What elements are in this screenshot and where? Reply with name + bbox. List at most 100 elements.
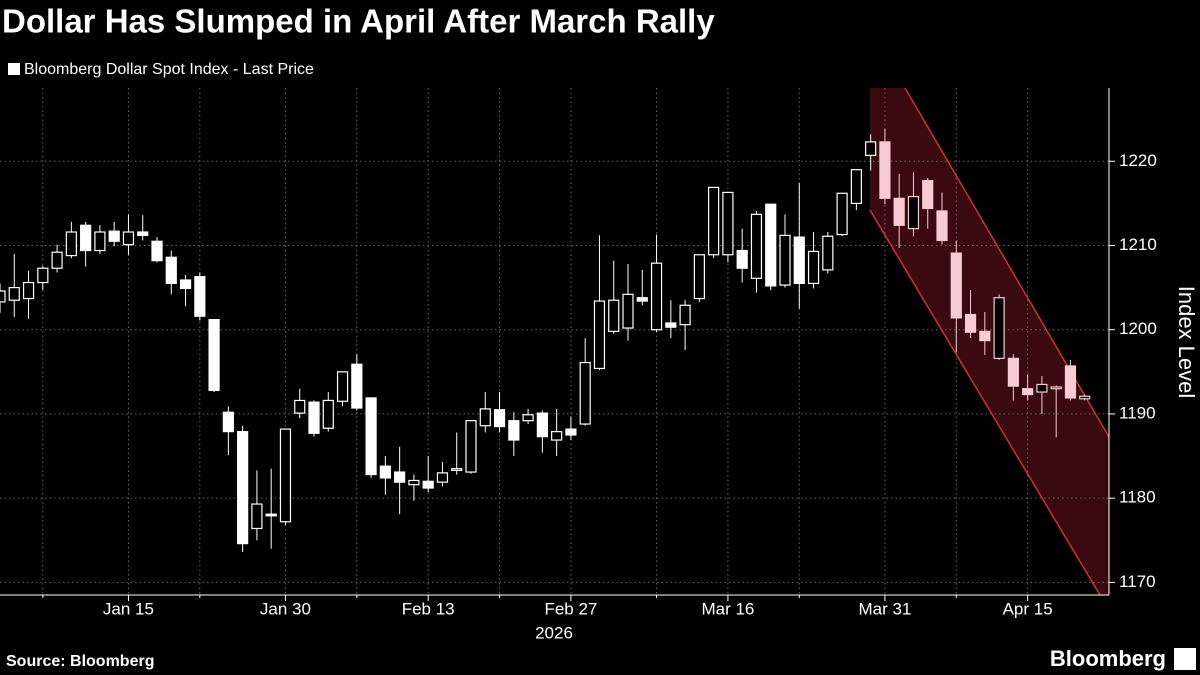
candle-body — [765, 203, 777, 287]
plot: 1170 1180 1190 1200 1210 1220 Jan 15 Jan 30 Feb … — [0, 88, 1157, 618]
candle-body — [1064, 365, 1077, 399]
x-tick-label: Mar 16 — [701, 599, 754, 618]
candle-body — [351, 363, 363, 409]
candle-body — [37, 267, 49, 284]
candle-body — [922, 180, 934, 210]
candle-body — [907, 196, 920, 230]
candle-body — [508, 420, 520, 441]
x-tick-label: Apr 15 — [1003, 599, 1053, 618]
y-tick-label: 1210 — [1119, 235, 1157, 254]
candle-body — [822, 235, 834, 271]
x-axis-label: 2026 — [535, 623, 573, 642]
candle-body — [879, 141, 891, 199]
candle-body — [80, 224, 92, 252]
x-tick-label: Mar 31 — [858, 599, 911, 618]
y-tick-label: 1170 — [1119, 572, 1156, 591]
candle-body — [94, 231, 106, 252]
candle-body — [194, 276, 206, 317]
y-tick-label: 1200 — [1119, 319, 1157, 338]
y-tick-label: 1180 — [1119, 488, 1156, 507]
candle-body — [1050, 386, 1062, 390]
candle-body — [322, 399, 334, 429]
candle-body — [222, 411, 234, 433]
candle-body — [465, 420, 477, 473]
candle-body — [679, 304, 691, 326]
candle-body — [379, 465, 391, 479]
source: Source: Bloomberg — [6, 653, 154, 670]
candle-body — [793, 236, 805, 284]
candle-body — [179, 279, 192, 290]
candle-body — [122, 231, 135, 246]
candle-body — [208, 319, 220, 391]
candle-body — [964, 313, 977, 333]
candle-body — [893, 197, 905, 226]
candle-body — [836, 192, 848, 236]
brand: Bloomberg — [1050, 646, 1166, 671]
candle-body — [850, 169, 862, 204]
candle-body — [394, 471, 406, 483]
candle-body — [265, 513, 277, 517]
candle-body — [308, 401, 320, 434]
candle-body — [51, 251, 63, 269]
channel-lower — [869, 209, 1101, 596]
legend-label: Bloomberg Dollar Spot Index - Last Price — [24, 61, 314, 78]
candle-body — [151, 240, 163, 262]
candle-body — [8, 286, 20, 301]
candle-body — [108, 230, 120, 242]
x-tick-label: Jan 15 — [103, 599, 154, 618]
y-axis-label: Index Level — [1174, 286, 1199, 399]
candle-body — [993, 297, 1005, 359]
candle-body — [165, 256, 177, 284]
candle-body — [622, 293, 634, 329]
candle-body — [65, 231, 77, 257]
candle-body — [636, 297, 648, 302]
candle-body — [422, 480, 434, 489]
candle-body — [650, 262, 663, 331]
candle-body — [865, 141, 877, 156]
brand-icon — [1174, 648, 1196, 670]
candle-body — [950, 252, 962, 319]
chart-title: Dollar Has Slumped in April After March … — [2, 3, 715, 40]
candle-body — [1007, 357, 1019, 387]
candle-body — [565, 428, 577, 436]
candle-body — [1036, 383, 1048, 393]
candle-body — [479, 408, 491, 427]
candle-body — [365, 397, 377, 476]
candle-body — [137, 231, 149, 236]
candle-body — [665, 322, 677, 328]
y-tick-label: 1220 — [1119, 151, 1157, 170]
candle-body — [579, 361, 591, 425]
candle-body — [1022, 388, 1034, 396]
candle-body — [493, 409, 506, 428]
candle-body — [522, 414, 534, 422]
candle-body — [336, 371, 349, 402]
candle-body — [736, 249, 748, 269]
candle-body — [722, 191, 734, 256]
legend-swatch — [8, 63, 20, 75]
candle-body — [551, 431, 563, 441]
candle-body — [22, 281, 35, 300]
candle-body — [279, 428, 292, 523]
candle-body — [0, 290, 6, 303]
candle-body — [593, 300, 606, 370]
candle-body — [779, 234, 791, 286]
x-tick-label: Feb 13 — [402, 599, 455, 618]
channel-shade — [870, 88, 1109, 595]
x-tick-label: Feb 27 — [544, 599, 597, 618]
candle-body — [436, 472, 449, 483]
candle-body — [294, 399, 306, 414]
candle-body — [408, 479, 420, 486]
candle-body — [1079, 395, 1091, 400]
y-tick-label: 1190 — [1119, 403, 1156, 422]
candle-body — [451, 468, 463, 471]
candle-body — [536, 412, 548, 438]
candle-body — [807, 250, 820, 284]
candle-body — [251, 503, 263, 530]
candle-body — [693, 254, 705, 300]
candle-body — [979, 330, 991, 342]
x-tick-label: Jan 30 — [260, 599, 311, 618]
candle-body — [750, 213, 763, 279]
candle-body — [237, 431, 249, 545]
candle-body — [936, 210, 948, 242]
